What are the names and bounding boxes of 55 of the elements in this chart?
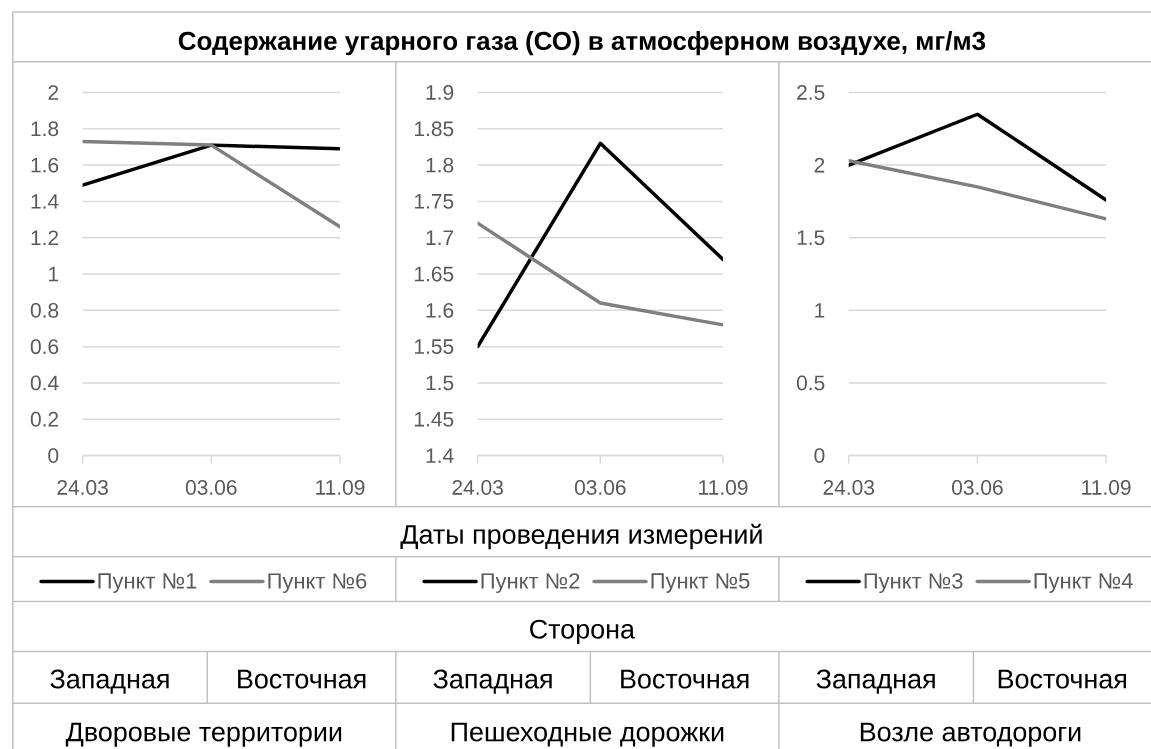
y-tick-label: 1.65 (414, 266, 454, 282)
text: Содержание угарного газа (СО) в атмосферном воздухе, мг/м3 (178, 31, 986, 56)
y-tick-label: 0.4 (30, 375, 59, 391)
y-tick-label: 1.45 (414, 411, 454, 427)
text: Восточная (621, 669, 749, 689)
text: Восточная (238, 669, 366, 689)
legend-label: Пункт №6 (268, 573, 367, 593)
y-tick-label: 1.6 (31, 157, 59, 173)
x-tick-label: 24.03 (57, 479, 108, 495)
y-tick-label: 1.85 (414, 121, 454, 137)
text: Западная (50, 669, 169, 694)
y-tick-label: 1 (49, 266, 59, 282)
y-tick-label: 0.8 (30, 302, 59, 318)
y-tick-label: 1.75 (414, 194, 454, 209)
y-tick-label: 1.6 (426, 302, 454, 318)
legend-label: Пункт №4 (1034, 573, 1133, 593)
x-tick-label: 24.03 (452, 479, 503, 495)
text: Дворовые территории (65, 722, 342, 747)
y-tick-label: 1.4 (426, 448, 454, 463)
y-tick-label: 1.55 (414, 339, 454, 354)
legend-label: Пункт №1 (98, 573, 197, 593)
y-tick-label: 1.5 (426, 375, 454, 391)
y-tick-label: 1.4 (31, 194, 59, 209)
y-tick-label: 1.5 (797, 230, 825, 245)
x-tick-label: 03.06 (185, 479, 237, 495)
y-tick-label: 1.2 (31, 230, 59, 245)
x-tick-label: 11.09 (699, 479, 748, 495)
y-tick-label: 0 (814, 448, 825, 463)
text: Пешеходные дорожки (451, 722, 724, 747)
y-tick-label: 1 (815, 303, 825, 318)
text: Восточная (998, 669, 1126, 689)
legend-label: Пункт №3 (864, 573, 963, 593)
y-tick-label: 0.2 (30, 411, 59, 427)
y-tick-label: 1.9 (426, 84, 454, 100)
legend-label: Пункт №5 (651, 573, 750, 593)
y-tick-label: 0.5 (796, 375, 825, 391)
y-tick-label: 1.8 (31, 121, 59, 137)
y-tick-label: 2 (48, 85, 59, 100)
text: Возле автодороги (860, 722, 1081, 747)
text: Сторона (530, 619, 636, 644)
x-tick-label: 03.06 (574, 479, 626, 495)
y-tick-label: 2 (814, 157, 825, 173)
x-tick-label: 11.09 (316, 479, 365, 495)
y-tick-label: 1.8 (426, 157, 454, 173)
text: Западная (816, 669, 935, 694)
y-tick-label: 0 (48, 448, 59, 463)
y-tick-label: 2.5 (797, 84, 825, 100)
text: Западная (433, 669, 552, 694)
x-tick-label: 11.09 (1082, 479, 1131, 495)
y-tick-label: 1.7 (426, 230, 454, 245)
x-tick-label: 24.03 (823, 479, 875, 495)
x-tick-label: 03.06 (952, 479, 1003, 495)
y-tick-label: 0.6 (30, 339, 59, 354)
legend-label: Пункт №2 (481, 573, 580, 593)
x-axis-title: Даты проведения измерений (400, 523, 762, 550)
